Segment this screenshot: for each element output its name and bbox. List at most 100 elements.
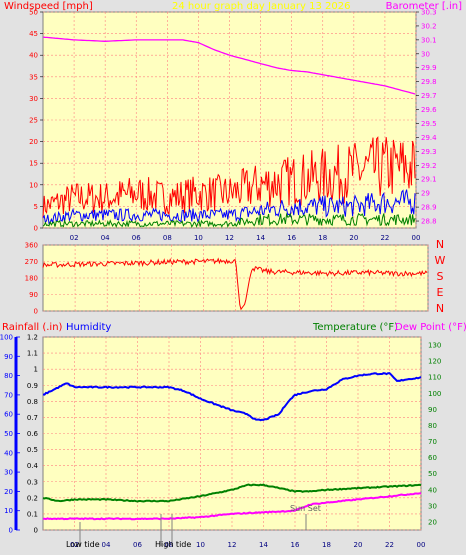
- direction-tick-label: 360: [25, 242, 38, 250]
- humidity-tick-label: 100: [0, 334, 13, 342]
- direction-series: [42, 257, 428, 311]
- time-tick-label: 04: [101, 234, 110, 242]
- series-temperature: [42, 483, 422, 503]
- graph-title: 24 hour graph day January 13 2026: [172, 1, 350, 12]
- barometer-tick-label: 29: [421, 190, 430, 198]
- temperature-tick-label: 30: [428, 502, 437, 510]
- barometer-label: Barometer [.in]: [386, 1, 462, 12]
- rainfall-tick-label: 0.6: [27, 430, 39, 438]
- temperature-tick-label: 20: [428, 518, 437, 526]
- rainfall-label: Rainfall (.in): [2, 322, 63, 333]
- barometer-tick-label: 28.8: [421, 218, 437, 226]
- time-tick-label: 20: [354, 541, 363, 549]
- wind-series-wind-minimum: [42, 212, 416, 228]
- barometer-tick-label: 29.4: [421, 134, 437, 142]
- time-tick-label: 00: [417, 541, 426, 549]
- barometer-tick-label: 29.7: [421, 92, 437, 100]
- rainfall-tick-label: 0.5: [27, 446, 38, 454]
- humidity-temp-grid: [43, 336, 422, 531]
- barometer-tick-label: 29.3: [421, 148, 437, 156]
- time-tick-label: 14: [256, 234, 265, 242]
- windspeed-tick-label: 30: [29, 95, 38, 103]
- barometer-tick-label: 28.9: [421, 204, 437, 212]
- compass-label-n: N: [436, 302, 444, 315]
- temperature-tick-label: 100: [428, 390, 441, 398]
- direction-tick-label: 270: [25, 258, 38, 266]
- time-tick-label: 12: [225, 234, 234, 242]
- compass-label-e: E: [437, 286, 444, 299]
- time-tick-label: 06: [133, 541, 142, 549]
- windspeed-tick-label: 25: [29, 117, 38, 125]
- windspeed-tick-label: 45: [29, 30, 38, 38]
- temperature-tick-label: 70: [428, 438, 437, 446]
- windspeed-tick-label: 40: [29, 52, 38, 60]
- direction-axis: 0 90 180 270 360: [25, 242, 38, 316]
- time-tick-label: 10: [194, 234, 203, 242]
- barometer-tick-label: 30.3: [421, 9, 437, 17]
- windspeed-tick-label: 5: [34, 203, 38, 211]
- rainfall-tick-label: 1.1: [27, 350, 38, 358]
- rainfall-tick-label: 0.1: [27, 510, 38, 518]
- barometer-tick-label: 30.1: [421, 36, 437, 44]
- barometer-tick-label: 30.2: [421, 22, 437, 30]
- time-tick-label: 22: [380, 234, 389, 242]
- barometer-line: [42, 36, 416, 95]
- top-time-axis: 02 04 06 08 10 12 14 16 18 20 22 00: [70, 234, 421, 242]
- time-tick-label: 06: [132, 234, 141, 242]
- windspeed-tick-label: 0: [34, 225, 38, 233]
- humidity-tick-label: 70: [4, 391, 13, 399]
- windspeed-tick-label: 10: [29, 181, 38, 189]
- barometer-tick-label: 29.2: [421, 162, 437, 170]
- windspeed-label: Windspeed [mph]: [4, 1, 93, 12]
- temperature-tick-label: 80: [428, 422, 437, 430]
- rainfall-tick-label: 0.3: [27, 478, 38, 486]
- time-tick-label: 12: [228, 541, 237, 549]
- barometer-tick-label: 29.1: [421, 176, 437, 184]
- humidity-tick-label: 90: [4, 353, 13, 361]
- barometer-tick-label: 29.5: [421, 120, 437, 128]
- humidity-tick-label: 10: [4, 507, 13, 515]
- wind-series-wind-gust: [42, 136, 416, 219]
- temperature-tick-label: 60: [428, 454, 437, 462]
- rainfall-tick-label: 0: [34, 527, 38, 535]
- barometer-tick-label: 29.8: [421, 78, 437, 86]
- rainfall-tick-label: 0.4: [27, 462, 39, 470]
- event-markers: Sun Set Low tide High tide: [66, 504, 321, 549]
- rainfall-tick-label: 0.2: [27, 494, 38, 502]
- windspeed-tick-label: 15: [29, 160, 38, 168]
- barometer-tick-label: 29.9: [421, 64, 437, 72]
- barometer-axis: 28.8 28.9 29 29.1 29.2 29.3 29.4 29.5 29.6 29.7 29…: [416, 9, 437, 226]
- humidity-temp-series: [42, 372, 422, 521]
- rainfall-tick-label: 0.9: [27, 382, 38, 390]
- barometer-tick-label: 30: [421, 50, 430, 58]
- time-tick-label: 00: [412, 234, 421, 242]
- compass-label-s: S: [437, 270, 444, 283]
- direction-tick-label: 0: [34, 308, 38, 316]
- windspeed-tick-label: 20: [29, 138, 38, 146]
- time-tick-label: 22: [385, 541, 394, 549]
- time-tick-label: 08: [163, 234, 172, 242]
- direction-tick-label: 90: [29, 291, 38, 299]
- time-tick-label: 14: [259, 541, 268, 549]
- rainfall-tick-label: 0.7: [27, 414, 38, 422]
- time-tick-label: 02: [70, 541, 79, 549]
- humidity-label: Humidity: [66, 322, 111, 333]
- temperature-tick-label: 90: [428, 406, 437, 414]
- time-tick-label: 10: [196, 541, 205, 549]
- sunset-label: Sun Set: [290, 504, 321, 513]
- humidity-tick-label: 20: [4, 488, 13, 496]
- dewpoint-label: Dew Point (°F): [395, 322, 466, 333]
- windspeed-axis: 0 5 10 15 20 25 30 35 40 45 50: [29, 9, 43, 233]
- time-tick-label: 08: [165, 541, 174, 549]
- windspeed-tick-label: 35: [29, 73, 38, 81]
- windspeed-tick-label: 50: [29, 9, 38, 17]
- humidity-temp-axes: 0 0.1 0.2 0.3 0.4 0.5 0.6 0.7 0.8 0.9 1 1.1 1.2 0 10 20…: [0, 334, 441, 550]
- rainfall-tick-label: 1.2: [27, 334, 38, 342]
- compass-label-w: W: [435, 254, 446, 267]
- series-humidity: [42, 372, 422, 422]
- direction-tick-label: 180: [25, 275, 38, 283]
- humidity-tick-label: 50: [4, 430, 13, 438]
- temperature-tick-label: 110: [428, 374, 441, 382]
